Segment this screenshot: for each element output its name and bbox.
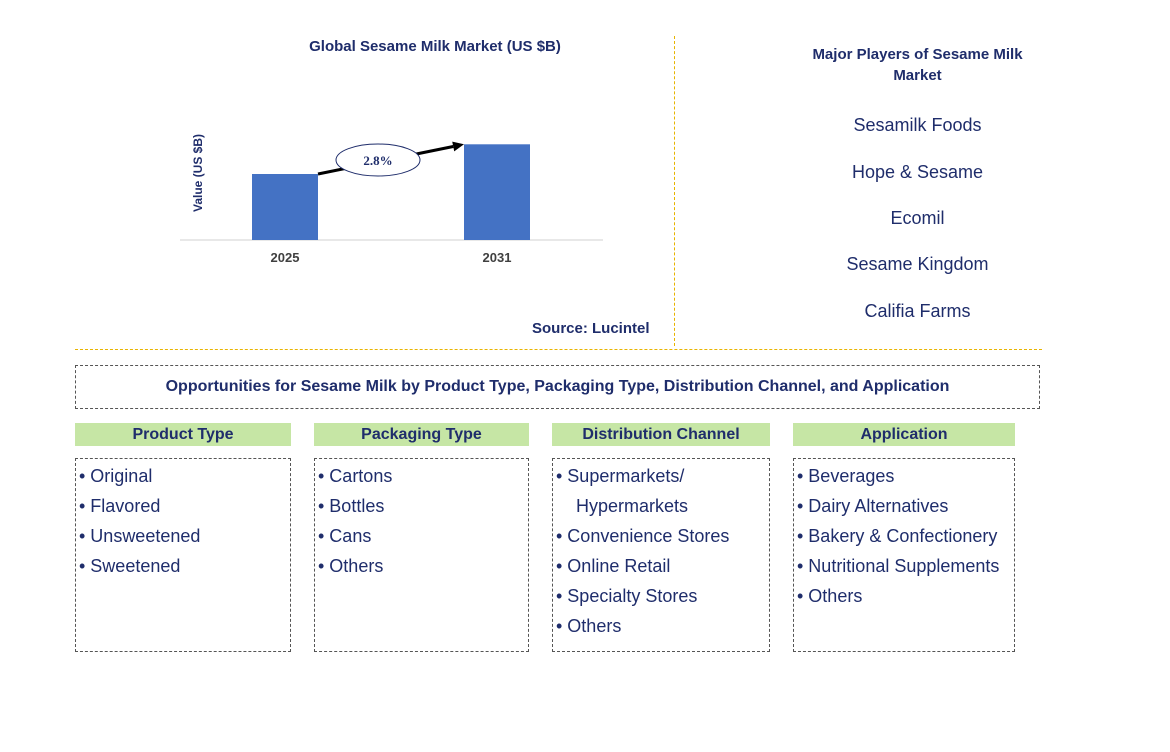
list-item: • Cans [318, 526, 372, 546]
segment-product-type: Product Type [75, 423, 291, 446]
segment-list: • Beverages • Dairy Alternatives • Baker… [793, 458, 1015, 652]
segment-header: Product Type [75, 423, 291, 446]
list-item: • Specialty Stores [556, 586, 698, 606]
list-item: • Cartons [318, 466, 393, 486]
opportunities-title: Opportunities for Sesame Milk by Product… [165, 378, 950, 395]
x-tick-label: 2025 [271, 250, 300, 265]
list-item: Hypermarkets [566, 496, 689, 516]
list-item: • Others [556, 616, 622, 636]
chart-title: Global Sesame Milk Market (US $B) [309, 38, 561, 55]
opportunities-banner: Opportunities for Sesame Milk by Product… [75, 365, 1040, 409]
list-item: • Unsweetened [79, 526, 201, 546]
list-item: • Bottles [318, 496, 385, 516]
cagr-arrowhead [452, 141, 464, 152]
segment-list: • Original • Flavored • Unsweetened • Sw… [75, 458, 291, 652]
bar-2031 [464, 144, 530, 240]
player-item: Califia Farms [864, 301, 971, 321]
segment-list: • Cartons • Bottles • Cans • Others [314, 458, 529, 652]
segment-header: Distribution Channel [552, 423, 770, 446]
list-item: • Others [318, 556, 384, 576]
bar-chart: 2025 2031 2.8% [180, 141, 603, 265]
cagr-label: 2.8% [363, 153, 392, 168]
segment-header: Packaging Type [314, 423, 529, 446]
list-item: • Sweetened [79, 556, 181, 576]
list-item: • Others [797, 586, 863, 606]
player-item: Ecomil [890, 208, 945, 228]
vertical-divider [674, 36, 675, 346]
x-tick-label: 2031 [483, 250, 512, 265]
list-item: • Supermarkets/ [556, 466, 685, 486]
player-item: Sesamilk Foods [853, 115, 982, 135]
list-item: • Convenience Stores [556, 526, 730, 546]
list-item: • Online Retail [556, 556, 671, 576]
list-item: • Flavored [79, 496, 161, 516]
bar-2025 [252, 174, 318, 240]
list-item: • Dairy Alternatives [797, 496, 949, 516]
cagr-ellipse [335, 143, 421, 177]
horizontal-divider [75, 349, 1042, 350]
segment-distribution-channel: Distribution Channel [552, 423, 770, 446]
players-title: Major Players of Sesame Milk Market [812, 46, 1023, 84]
list-item: • Nutritional Supplements [797, 556, 1000, 576]
player-item: Sesame Kingdom [846, 254, 989, 274]
segment-application: Application [793, 423, 1015, 446]
list-item: • Original [79, 466, 153, 486]
segment-list: • Supermarkets/ Hypermarkets • Convenien… [552, 458, 770, 652]
player-item: Hope & Sesame [851, 162, 984, 182]
source-label: Source: Lucintel [532, 320, 650, 337]
list-item: • Bakery & Confectionery [797, 526, 998, 546]
list-item: • Beverages [797, 466, 895, 486]
segment-header: Application [793, 423, 1015, 446]
segment-packaging-type: Packaging Type [314, 423, 529, 446]
